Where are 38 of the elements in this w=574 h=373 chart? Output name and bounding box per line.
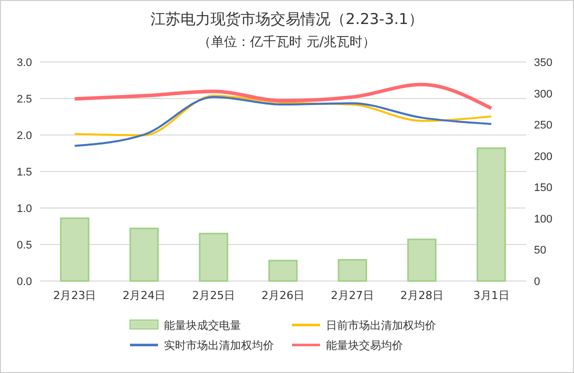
y2-tick-label: 100 xyxy=(534,213,552,226)
legend-label: 能量块交易均价 xyxy=(326,339,403,352)
y-tick-label: 0.5 xyxy=(16,240,32,252)
chart-subtitle: （单位：亿千瓦时 元/兆瓦时） xyxy=(198,35,376,50)
x-tick-label: 2月26日 xyxy=(262,289,304,302)
bar xyxy=(268,260,298,282)
y-tick-label: 3.0 xyxy=(16,57,32,69)
bar xyxy=(198,232,228,282)
x-tick-label: 2月25日 xyxy=(192,289,236,302)
y-tick-label: 1.5 xyxy=(16,166,32,178)
line-series xyxy=(72,82,494,110)
legend-label: 实时市场出清加权均价 xyxy=(164,339,274,352)
legend-label: 日前市场出清加权均价 xyxy=(326,319,436,332)
line-series xyxy=(74,94,492,136)
y2-tick-label: 250 xyxy=(534,120,552,132)
y2-tick-label: 0 xyxy=(534,276,540,288)
y-tick-label: 2.5 xyxy=(16,94,32,106)
y-tick-label: 2.0 xyxy=(16,130,32,142)
y2-tick-label: 50 xyxy=(534,244,546,257)
chart-title: 江苏电力现货市场交易情况（2.23-3.1） xyxy=(150,10,424,28)
line-series xyxy=(74,96,492,147)
x-tick-label: 2月27日 xyxy=(330,289,374,302)
bar xyxy=(476,147,506,282)
x-tick-label: 2月24日 xyxy=(122,289,166,302)
y-tick-label: 0.0 xyxy=(16,276,32,288)
x-tick-label: 3月1日 xyxy=(473,289,510,302)
bar xyxy=(60,217,90,282)
y2-tick-label: 300 xyxy=(534,88,552,100)
x-tick-label: 2月28日 xyxy=(400,289,444,302)
bar xyxy=(407,238,436,282)
x-tick-label: 2月23日 xyxy=(53,289,96,302)
y2-tick-label: 150 xyxy=(534,182,552,194)
legend-label: 能量块成交电量 xyxy=(164,319,241,332)
y2-tick-label: 200 xyxy=(534,150,552,163)
y2-tick-label: 350 xyxy=(534,57,552,69)
bar xyxy=(130,228,159,282)
bar xyxy=(338,259,368,282)
y-tick-label: 1.0 xyxy=(16,203,32,215)
